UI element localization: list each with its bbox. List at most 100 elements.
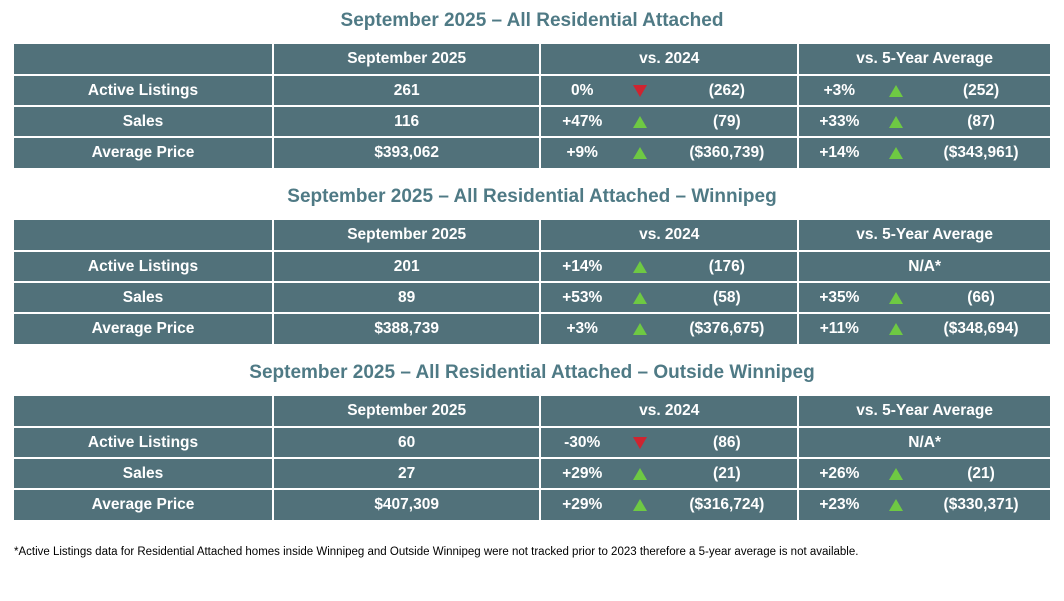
table-row-sales: Sales 89 +53% (58) +35% (66) bbox=[14, 281, 1050, 314]
change-pct: +29% bbox=[562, 496, 603, 513]
change-pct: +23% bbox=[819, 496, 860, 513]
reference-value: (66) bbox=[967, 288, 995, 306]
vs5yr-cell: +35% (66) bbox=[797, 281, 1050, 314]
col-header-current: September 2025 bbox=[271, 44, 542, 76]
reference-value: (262) bbox=[708, 81, 745, 99]
trend-down-icon bbox=[623, 84, 656, 97]
table-header-row: September 2025 vs. 2024 vs. 5-Year Avera… bbox=[14, 220, 1050, 252]
change-pct: +33% bbox=[819, 112, 860, 130]
col-header-vs5yr: vs. 5-Year Average bbox=[797, 44, 1050, 76]
col-header-metric bbox=[14, 396, 274, 428]
table-section-overall: September 2025 – All Residential Attache… bbox=[14, 0, 1050, 168]
vs2024-cell: -30% (86) bbox=[539, 426, 800, 459]
reference-value: ($348,694) bbox=[943, 320, 1019, 337]
vs2024-cell: +14% (176) bbox=[539, 250, 800, 283]
reference-value: (58) bbox=[713, 288, 741, 306]
table-row-active-listings: Active Listings 261 0% (262) +3% bbox=[14, 74, 1050, 107]
change-pct: +3% bbox=[823, 81, 856, 99]
change-pct: +35% bbox=[819, 288, 860, 306]
vs2024-cell: 0% (262) bbox=[539, 74, 800, 107]
change-pct: +14% bbox=[562, 257, 603, 275]
change-pct: +14% bbox=[819, 144, 860, 161]
vs5yr-cell: +14% ($343,961) bbox=[797, 136, 1050, 168]
trend-up-icon bbox=[879, 323, 912, 335]
table-row-active-listings: Active Listings 201 +14% (176) N/A* bbox=[14, 250, 1050, 283]
table-title-outside-winnipeg: September 2025 – All Residential Attache… bbox=[249, 362, 815, 383]
table-row-average-price: Average Price $388,739 +3% ($376,675) +1… bbox=[14, 312, 1050, 344]
trend-up-icon bbox=[623, 291, 656, 304]
row-label: Sales bbox=[14, 457, 274, 490]
reference-value: ($343,961) bbox=[943, 144, 1019, 161]
table-row-sales: Sales 27 +29% (21) +26% (21) bbox=[14, 457, 1050, 490]
reference-value: (87) bbox=[967, 112, 995, 130]
stats-table-winnipeg: September 2025 vs. 2024 vs. 5-Year Avera… bbox=[14, 220, 1050, 344]
vs5yr-cell: +3% (252) bbox=[797, 74, 1050, 107]
table-row-active-listings: Active Listings 60 -30% (86) N/A* bbox=[14, 426, 1050, 459]
trend-up-icon bbox=[879, 115, 912, 128]
na-value: N/A* bbox=[908, 257, 941, 275]
vs5yr-cell: +11% ($348,694) bbox=[797, 312, 1050, 344]
row-label: Average Price bbox=[14, 488, 274, 520]
current-value: 201 bbox=[271, 250, 542, 283]
row-label: Sales bbox=[14, 105, 274, 138]
trend-up-icon bbox=[879, 291, 912, 304]
change-pct: +29% bbox=[562, 464, 603, 482]
col-header-vs2024: vs. 2024 bbox=[539, 220, 800, 252]
trend-up-icon bbox=[879, 467, 912, 480]
vs5yr-cell: N/A* bbox=[797, 426, 1050, 459]
footnote: *Active Listings data for Residential At… bbox=[14, 546, 859, 558]
trend-up-icon bbox=[623, 115, 656, 128]
current-value: 89 bbox=[271, 281, 542, 314]
table-section-outside-winnipeg: September 2025 – All Residential Attache… bbox=[14, 344, 1050, 520]
change-pct: -30% bbox=[564, 433, 601, 451]
table-title-winnipeg: September 2025 – All Residential Attache… bbox=[287, 186, 777, 207]
trend-up-icon bbox=[623, 147, 656, 159]
current-value: $393,062 bbox=[271, 136, 542, 168]
col-header-metric bbox=[14, 44, 274, 76]
change-pct: +47% bbox=[562, 112, 603, 130]
row-label: Active Listings bbox=[14, 426, 274, 459]
vs2024-cell: +29% (21) bbox=[539, 457, 800, 490]
change-pct: +26% bbox=[819, 464, 860, 482]
vs2024-cell: +53% (58) bbox=[539, 281, 800, 314]
table-row-average-price: Average Price $393,062 +9% ($360,739) +1… bbox=[14, 136, 1050, 168]
change-pct: +11% bbox=[819, 320, 859, 337]
reference-value: (79) bbox=[713, 112, 741, 130]
reference-value: (252) bbox=[962, 81, 1000, 99]
table-row-average-price: Average Price $407,309 +29% ($316,724) +… bbox=[14, 488, 1050, 520]
vs2024-cell: +47% (79) bbox=[539, 105, 800, 138]
vs2024-cell: +29% ($316,724) bbox=[539, 488, 800, 520]
reference-value: (86) bbox=[713, 433, 741, 451]
col-header-vs5yr: vs. 5-Year Average bbox=[797, 396, 1050, 428]
table-title-overall: September 2025 – All Residential Attache… bbox=[340, 10, 724, 31]
change-pct: +3% bbox=[566, 320, 598, 337]
reference-value: (176) bbox=[708, 257, 745, 275]
col-header-current: September 2025 bbox=[271, 396, 542, 428]
trend-up-icon bbox=[623, 499, 656, 511]
trend-up-icon bbox=[879, 84, 912, 97]
reference-value: ($330,371) bbox=[943, 496, 1019, 513]
change-pct: +53% bbox=[562, 288, 603, 306]
stats-table-overall: September 2025 vs. 2024 vs. 5-Year Avera… bbox=[14, 44, 1050, 168]
reference-value: ($316,724) bbox=[689, 496, 765, 513]
current-value: 27 bbox=[271, 457, 542, 490]
col-header-vs2024: vs. 2024 bbox=[539, 44, 800, 76]
current-value: $407,309 bbox=[271, 488, 542, 520]
col-header-current: September 2025 bbox=[271, 220, 542, 252]
col-header-vs5yr: vs. 5-Year Average bbox=[797, 220, 1050, 252]
change-pct: +9% bbox=[566, 144, 598, 161]
current-value: 116 bbox=[271, 105, 542, 138]
vs5yr-cell: +23% ($330,371) bbox=[797, 488, 1050, 520]
row-label: Average Price bbox=[14, 136, 274, 168]
trend-up-icon bbox=[623, 260, 656, 273]
trend-down-icon bbox=[623, 436, 656, 449]
reference-value: (21) bbox=[713, 464, 741, 482]
vs2024-cell: +3% ($376,675) bbox=[539, 312, 800, 344]
row-label: Active Listings bbox=[14, 74, 274, 107]
stats-table-outside-winnipeg: September 2025 vs. 2024 vs. 5-Year Avera… bbox=[14, 396, 1050, 520]
vs5yr-cell: +33% (87) bbox=[797, 105, 1050, 138]
reference-value: ($376,675) bbox=[689, 320, 765, 337]
table-header-row: September 2025 vs. 2024 vs. 5-Year Avera… bbox=[14, 396, 1050, 428]
row-label: Sales bbox=[14, 281, 274, 314]
